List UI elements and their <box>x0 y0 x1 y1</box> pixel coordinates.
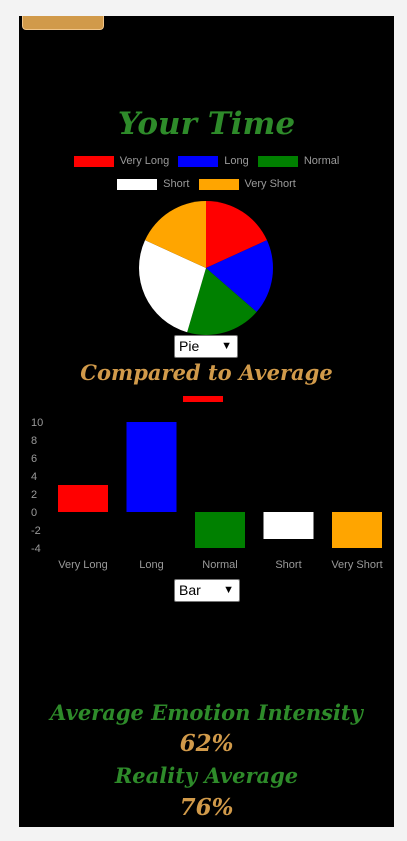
bar-long <box>126 422 177 512</box>
legend-swatch <box>198 178 239 190</box>
emotion-intensity-value: 62% <box>179 730 234 757</box>
emotion-intensity-label: Average Emotion Intensity <box>50 700 363 725</box>
top-button[interactable] <box>22 16 104 30</box>
pie-slice-very-short <box>145 201 206 268</box>
bar-very-short <box>332 512 382 548</box>
pie-slice-long <box>206 240 273 312</box>
y-tick-label: -4 <box>31 543 41 555</box>
comparison-title: Compared to Average <box>80 360 333 385</box>
legend-swatch <box>73 155 114 167</box>
bar-chart: 10 8 6 4 2 0 -2 -4 Very Long Long Normal Short Very … <box>31 396 383 571</box>
y-tick-label: 8 <box>31 435 37 447</box>
bar-chart-type-select[interactable]: Bar ▼ <box>174 579 240 602</box>
x-tick-label: Long <box>139 559 163 571</box>
reality-average-label: Reality Average <box>114 763 299 788</box>
x-tick-label: Very Short <box>331 559 382 571</box>
legend-label: Very Long <box>119 155 170 167</box>
legend-item-very-long: Very Long <box>73 155 170 167</box>
legend-row-2: Short Very Short <box>19 178 394 190</box>
legend-label: Short <box>163 178 190 190</box>
legend-item-very-short: Very Short <box>198 178 296 190</box>
y-tick-label: 2 <box>31 489 37 501</box>
legend-swatch <box>117 178 158 190</box>
legend-row-1: Very Long Long Normal <box>19 155 394 167</box>
page-title: Your Time <box>117 106 296 142</box>
legend-item-long: Long <box>178 155 249 167</box>
bar-select-value: Bar <box>179 582 201 598</box>
legend-item-normal: Normal <box>257 155 340 167</box>
legend-label: Very Short <box>244 178 296 190</box>
bar-short <box>263 512 314 539</box>
bar-very-long <box>58 485 108 512</box>
pie-chart <box>139 201 273 335</box>
y-tick-label: 0 <box>31 507 37 519</box>
pie-slice-very-long <box>206 201 267 268</box>
pie-select-value: Pie <box>179 338 200 354</box>
x-tick-label: Very Long <box>58 559 108 571</box>
legend-label: Normal <box>303 155 340 167</box>
legend-swatch <box>178 155 219 167</box>
y-tick-label: 4 <box>31 471 37 483</box>
pie-slice-normal <box>187 268 257 335</box>
pie-slice-short <box>139 240 206 333</box>
x-tick-label: Normal <box>202 559 237 571</box>
chevron-down-icon: ▼ <box>221 340 232 352</box>
y-tick-label: -2 <box>31 525 41 537</box>
x-tick-label: Short <box>275 559 301 571</box>
reality-average-value: 76% <box>179 794 234 821</box>
app-panel: Your Time Very Long Long Normal Short Ve… <box>19 16 394 827</box>
legend-label: Long <box>224 155 249 167</box>
legend-item-short: Short <box>117 178 189 190</box>
y-tick-label: 6 <box>31 453 37 465</box>
y-tick-label: 10 <box>31 417 43 429</box>
bar-extra-mark <box>183 396 223 402</box>
pie-chart-type-select[interactable]: Pie ▼ <box>174 335 238 358</box>
legend-swatch <box>257 155 298 167</box>
chevron-down-icon: ▼ <box>223 584 234 596</box>
bar-normal <box>195 512 245 548</box>
